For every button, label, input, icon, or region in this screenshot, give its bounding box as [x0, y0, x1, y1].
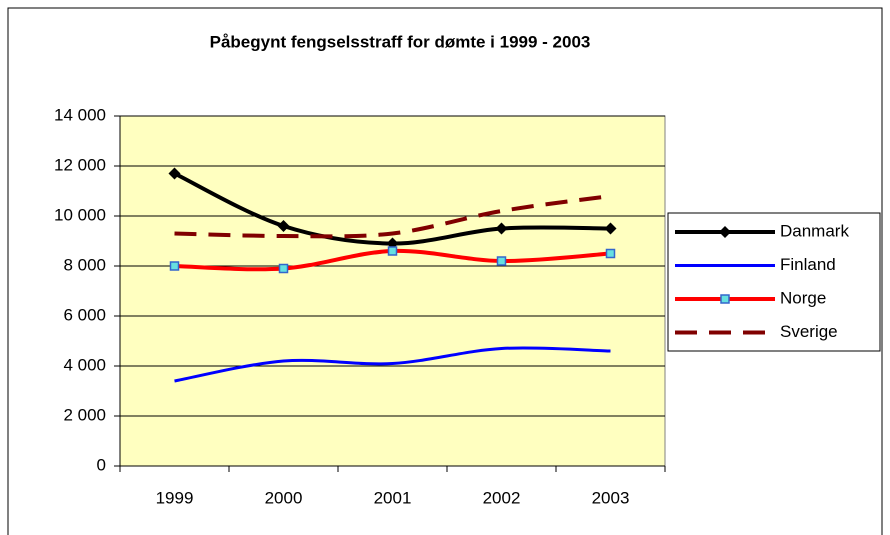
legend-label: Sverige [780, 322, 838, 341]
y-tick-label: 4 000 [63, 355, 106, 374]
plot-area [119, 115, 666, 467]
legend-box [667, 212, 881, 352]
x-tick-label: 1999 [156, 488, 194, 507]
chart-title: Påbegynt fengselsstraff for dømte i 1999… [210, 32, 591, 51]
legend-marker [719, 226, 731, 238]
legend-marker [720, 294, 730, 304]
y-tick-label: 10 000 [54, 205, 106, 224]
legend-label: Finland [780, 255, 836, 274]
data-point [278, 263, 289, 274]
legend-label: Norge [780, 288, 826, 307]
data-point [168, 167, 181, 180]
x-tick-label: 2000 [265, 488, 303, 507]
data-point [277, 220, 290, 232]
x-tick-label: 2001 [374, 488, 412, 507]
data-point [169, 261, 180, 271]
data-point [605, 248, 616, 259]
y-tick-label: 0 [97, 455, 106, 474]
series-line [174, 346, 611, 383]
x-tick-label: 2003 [592, 488, 630, 507]
y-tick-label: 14 000 [54, 105, 106, 124]
data-point [495, 222, 508, 235]
data-point [496, 256, 507, 266]
data-point [387, 246, 398, 256]
legend-label: Danmark [780, 221, 849, 240]
y-tick-label: 2 000 [63, 405, 106, 424]
y-tick-label: 12 000 [54, 155, 106, 174]
x-tick-label: 2002 [483, 488, 521, 507]
y-tick-label: 6 000 [63, 305, 106, 324]
y-tick-label: 8 000 [63, 255, 106, 274]
series-line [174, 194, 611, 239]
data-point [604, 222, 617, 235]
